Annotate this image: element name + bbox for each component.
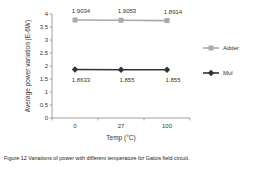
legend-marker [209,46,214,51]
y-tick [50,79,53,80]
x-axis [52,118,190,119]
legend-label: Adder [223,45,239,51]
y-axis-label: Average power variation (E-6W) [24,20,32,112]
data-label: 1.9034 [72,8,91,14]
legend-label: Mul [223,70,233,76]
y-tick-label: 3 [45,37,49,43]
y-tick-label: 0.5 [40,102,49,108]
x-axis-label: Temp (°C) [106,134,135,142]
y-tick [50,53,53,54]
x-tick [98,118,99,121]
y-tick-label: 2.5 [40,50,49,56]
y-tick [50,40,53,41]
y-tick-label: 1 [45,89,49,95]
data-point [72,66,78,72]
legend-marker [208,70,214,76]
x-tick-label: 27 [118,123,125,129]
x-tick-label: 100 [162,123,173,129]
y-tick [50,92,53,93]
y-tick-label: 4 [45,11,49,17]
legend-item: Mul [203,70,233,76]
y-tick-label: 0 [45,115,49,121]
caption: Figure 12 Variations of power with diffe… [4,155,190,161]
data-point [165,18,170,23]
y-tick [50,105,53,106]
legend-item: Adder [203,45,239,51]
y-tick-label: 3.5 [40,24,49,30]
data-label: 1.8633 [72,77,91,83]
y-tick [50,66,53,67]
data-labels: 1.8633 1.855 1.855 1.9034 1.9053 1.8914 [72,8,183,83]
y-tick [50,118,53,119]
y-tick [50,27,53,28]
x-tick [52,118,53,121]
data-label: 1.8914 [164,9,183,15]
data-label: 1.855 [165,77,181,83]
data-point [164,67,170,73]
y-tick [50,14,53,15]
x-tick [144,118,145,121]
x-tick [190,118,191,121]
y-tick-label: 1.5 [40,76,49,82]
data-point [73,18,78,23]
data-point [118,67,124,73]
data-point [119,18,124,23]
y-tick-label: 2 [45,63,49,69]
data-label: 1.9053 [118,8,137,14]
x-tick-label: 0 [73,123,77,129]
data-label: 1.855 [119,77,135,83]
plot-area [72,18,170,73]
